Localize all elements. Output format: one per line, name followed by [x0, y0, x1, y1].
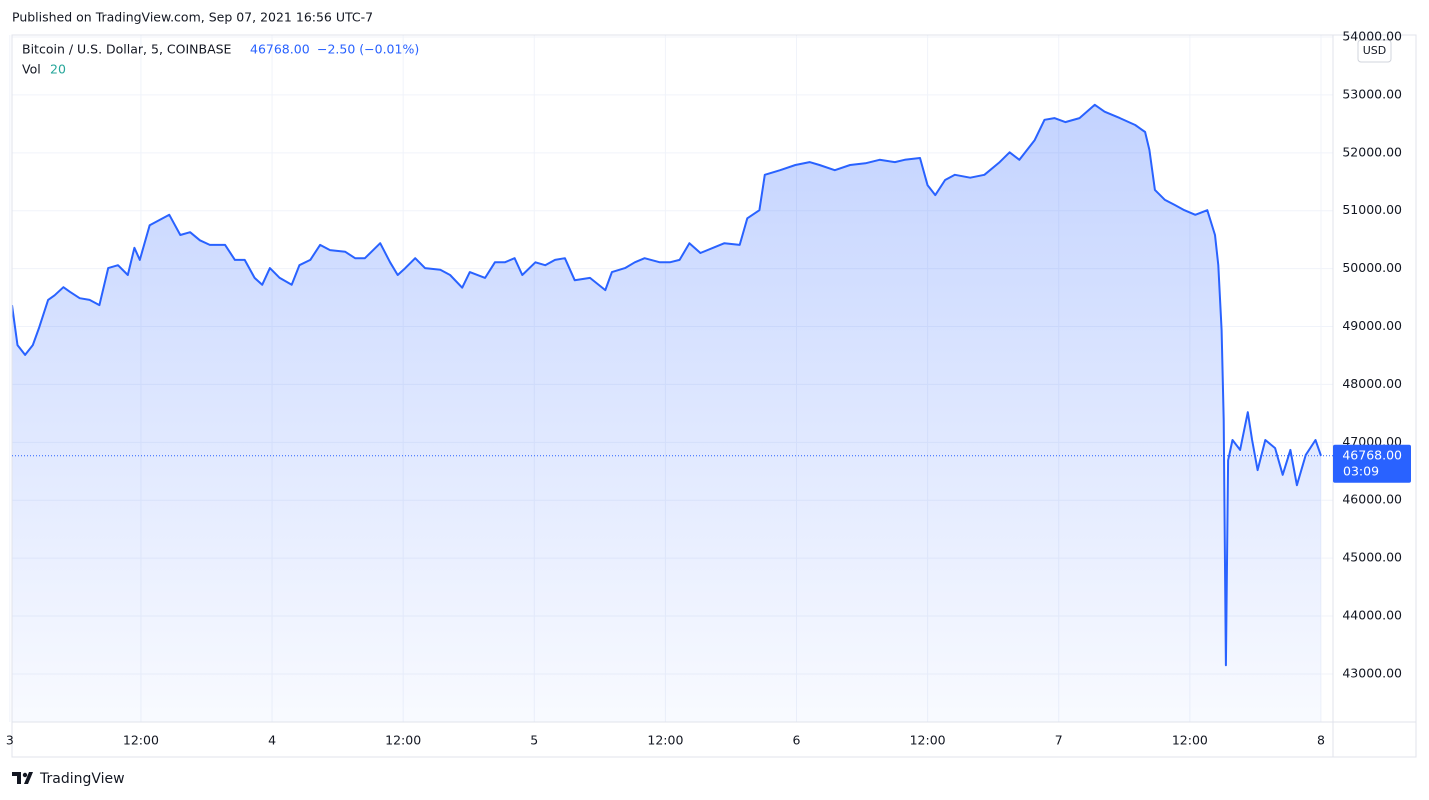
- symbol-name: Bitcoin / U.S. Dollar, 5, COINBASE: [22, 42, 232, 57]
- logo: [12, 772, 33, 784]
- published: Published on TradingView.com, Sep 07, 20…: [12, 10, 373, 25]
- x-tick-label: 6: [793, 733, 801, 748]
- badge-countdown: 03:09: [1343, 463, 1379, 478]
- area-fill: [12, 104, 1321, 722]
- y-tick-label: 51000.00: [1342, 202, 1402, 217]
- x-tick-label: 12:00: [1172, 733, 1208, 748]
- x-tick-label: 12:00: [123, 733, 159, 748]
- vol-label: Vol: [22, 62, 41, 77]
- x-tick-label: 5: [530, 733, 538, 748]
- vol-value: 20: [50, 62, 66, 77]
- y-tick-label: 44000.00: [1342, 608, 1402, 623]
- badge-price: 46768.00: [1342, 447, 1402, 462]
- currency-button[interactable]: [1357, 39, 1392, 63]
- x-tick-label: 4: [268, 733, 276, 748]
- currency[interactable]: USD: [1363, 44, 1387, 57]
- y-tick-label: 49000.00: [1342, 318, 1402, 333]
- last-price: 46768.00: [250, 42, 310, 57]
- logo-icon: [12, 772, 33, 784]
- x-tick-label: 12:00: [385, 733, 421, 748]
- y-tick-label: 43000.00: [1342, 665, 1402, 680]
- x-tick-label: 3: [6, 733, 14, 748]
- x-tick-label: 12:00: [910, 733, 946, 748]
- x-tick-label: 7: [1055, 733, 1063, 748]
- last-price-badge: [1333, 444, 1411, 483]
- price-line: [12, 103, 1322, 667]
- y-tick-label: 50000.00: [1342, 260, 1402, 275]
- x-tick-label: 8: [1317, 733, 1325, 748]
- y-tick-label: 52000.00: [1342, 144, 1402, 159]
- y-tick-label: 54000.00: [1342, 29, 1402, 44]
- price-change: −2.50 (−0.01%): [317, 42, 419, 57]
- logo-dot: [22, 772, 28, 778]
- y-tick-label: 45000.00: [1342, 550, 1402, 565]
- brand: TradingView: [39, 771, 125, 787]
- y-tick-label: 48000.00: [1342, 376, 1402, 391]
- plot: [12, 103, 1322, 722]
- y-tick-label: 53000.00: [1342, 86, 1402, 101]
- x-tick-label: 12:00: [647, 733, 683, 748]
- y-tick-label: 46000.00: [1342, 492, 1402, 507]
- frame: [11, 34, 1417, 758]
